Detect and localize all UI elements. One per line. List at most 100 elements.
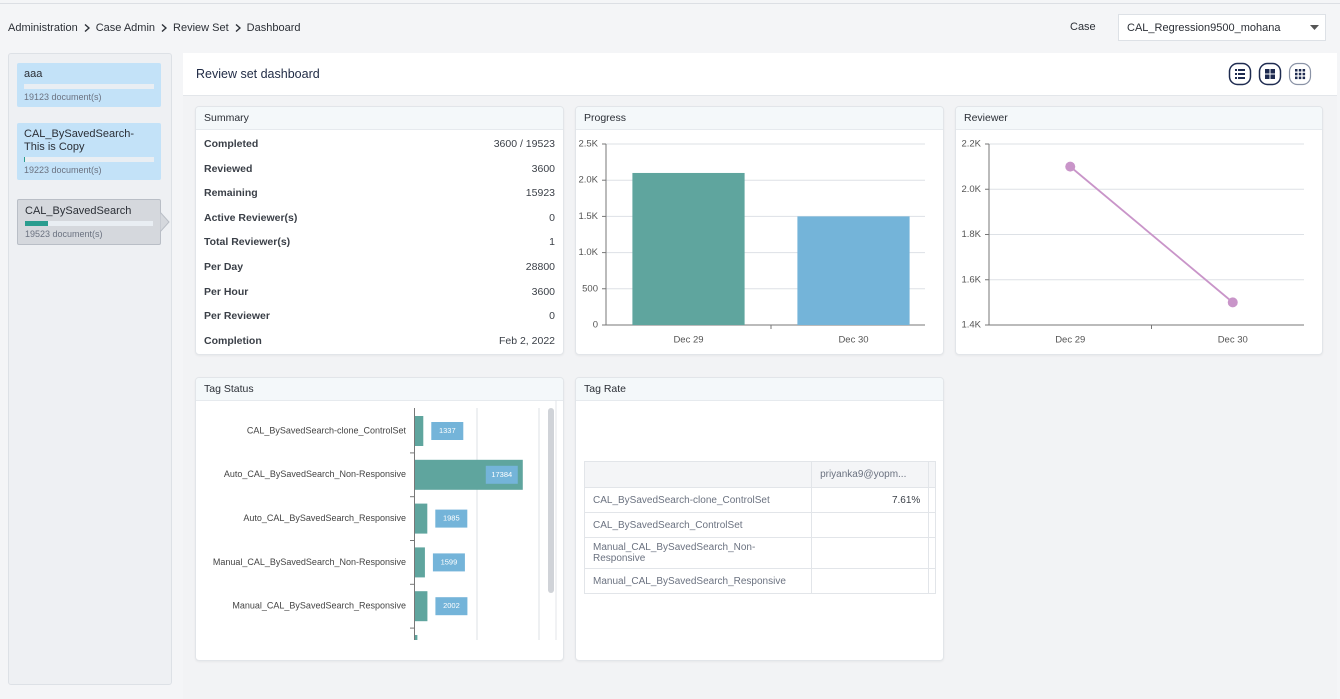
summary-value: Feb 2, 2022 [498,334,555,347]
summary-row: Per Day 28800 [204,261,555,277]
spacer-cell [928,568,936,594]
review-set-list: aaa 19123 document(s) CAL_BySavedSearch-Th… [8,53,172,685]
table-header-row: priyanka9@yopm... [583,461,936,488]
value-label: 1985 [443,514,460,523]
bar [415,635,418,640]
progress-track [25,221,153,226]
y-tick-label: 1.8K [961,229,981,240]
point [1065,161,1076,172]
y-tick-label: Auto_CAL_BySavedSearch_Responsive [243,513,406,523]
review-set-name: CAL_BySavedSearch [25,205,132,217]
pointer [160,212,170,232]
summary-row: Completion Feb 2, 2022 [204,335,555,351]
progress-fill [24,157,26,162]
chevron [161,24,168,32]
tag-status-card: Tag Status CAL_BySavedSearch-clone_Contr… [195,377,564,661]
review-set-name: aaa [24,68,43,80]
y-tick-label: 2.5K [578,139,598,150]
summary-label: Total Reviewer(s) [204,236,291,249]
y-tick-label: 1.4K [961,320,981,331]
chart: 1.4K 1.6K 1.8K 2.0K 2.2K Dec 29 Dec 30 [961,139,1304,346]
summary-card: Summary Completed 3600 / 19523 Reviewed 360… [195,106,564,355]
breadcrumb-separator [161,24,168,32]
review-set-docs: 19523 document(s) [25,229,103,239]
list-view-button[interactable] [1228,62,1252,86]
review-set-card[interactable]: CAL_BySavedSearch 19523 document(s) [17,199,170,245]
scroll-area: CAL_BySavedSearch-clone_ControlSet 1337 Au… [196,400,563,640]
breadcrumb-item[interactable]: Administration [8,22,78,34]
summary-value: 1 [549,236,555,249]
case-value: CAL_Regression9500_mohana [1127,22,1281,34]
card-header: Tag Rate [576,378,943,401]
breadcrumb-item[interactable]: Case Admin [95,22,156,34]
panel-header: Review set dashboard [183,53,1337,96]
review-set-card[interactable]: aaa 19123 document(s) [17,63,161,107]
value-label-box [485,465,518,484]
rate-cell: 7.61% [811,487,930,513]
case-dropdown[interactable]: CAL_Regression9500_mohana [1118,14,1326,41]
summary-value: 15923 [525,187,555,200]
header-cell [583,461,813,488]
y-tick-label: 1.5K [578,211,598,222]
summary-label: Active Reviewer(s) [204,211,298,224]
table-row: CAL_BySavedSearch_ControlSet [583,512,936,538]
card-header: Reviewer [956,107,1322,130]
breadcrumb-item[interactable]: Review Set [173,22,229,34]
review-set-docs: 19223 document(s) [24,165,102,175]
y-tick-label: 500 [582,283,598,294]
value-label: 2002 [443,601,460,610]
summary-label: Completion [204,334,262,347]
breadcrumb-separator [235,24,241,32]
card-header: Progress [576,107,943,130]
summary-label: Completed [204,138,259,150]
summary-row: Per Hour 3600 [204,286,555,302]
tag-rate-card: Tag Rate priyanka9@yopm... CAL_BySavedSea… [575,377,944,661]
y-tick-label: 2.0K [961,184,981,195]
tile-view-button[interactable] [1288,62,1312,86]
summary-value: 0 [549,310,555,323]
tag-rate-table: priyanka9@yopm... CAL_BySavedSearch-clone… [583,461,936,594]
value-label: 1599 [441,557,458,566]
chevron [235,24,241,32]
breadcrumb: Administration Case Admin Review Set Dashbo… [8,22,300,34]
value-label: 1337 [439,426,456,435]
review-set-name: CAL_BySavedSearch-This is Copy [24,128,135,153]
progress-track [24,84,154,89]
card-title: Tag Rate [584,383,627,395]
summary-value: 0 [549,211,555,224]
y-tick-label: 2.2K [961,139,981,150]
rate-cell [811,537,930,569]
x-tick-label: Dec 29 [1055,335,1085,346]
review-set-card[interactable]: CAL_BySavedSearch-This is Copy 19223 docu… [17,123,161,180]
table-row: CAL_BySavedSearch-clone_ControlSet 7.61% [583,487,936,513]
rate-cell [811,568,930,594]
summary-row: Completed 3600 / 19523 [204,138,555,154]
case-label: Case [1070,21,1096,33]
breadcrumb-item: Dashboard [246,22,301,34]
rate-cell [811,512,930,538]
progress-track [24,157,154,162]
summary-label: Remaining [204,187,258,200]
card-title: Summary [204,112,249,124]
summary-row: Reviewed 3600 [204,163,555,179]
summary-row: Total Reviewer(s) 1 [204,236,555,252]
summary-label: Per Hour [204,285,249,298]
x-tick-label: Dec 29 [673,335,703,346]
summary-label: Per Reviewer [204,310,270,323]
scrollbar[interactable] [545,400,557,640]
y-tick-label: 2.0K [578,175,598,186]
chevron [84,24,90,32]
bar [415,591,428,622]
summary-value: 28800 [525,261,555,273]
grid-view-button[interactable] [1258,62,1282,86]
value-label-box [435,597,468,616]
header-cell [928,461,936,488]
y-tick-label: 1.6K [961,274,981,285]
y-tick-label: Auto_CAL_BySavedSearch_Non-Responsive [224,469,406,479]
header-cell: priyanka9@yopm... [811,461,930,488]
summary-value: 3600 [531,285,555,298]
y-tick-label: CAL_BySavedSearch-clone_ControlSet [247,425,407,435]
spacer-cell [928,537,936,569]
selected-pointer [160,212,170,232]
view-buttons [1228,62,1312,86]
